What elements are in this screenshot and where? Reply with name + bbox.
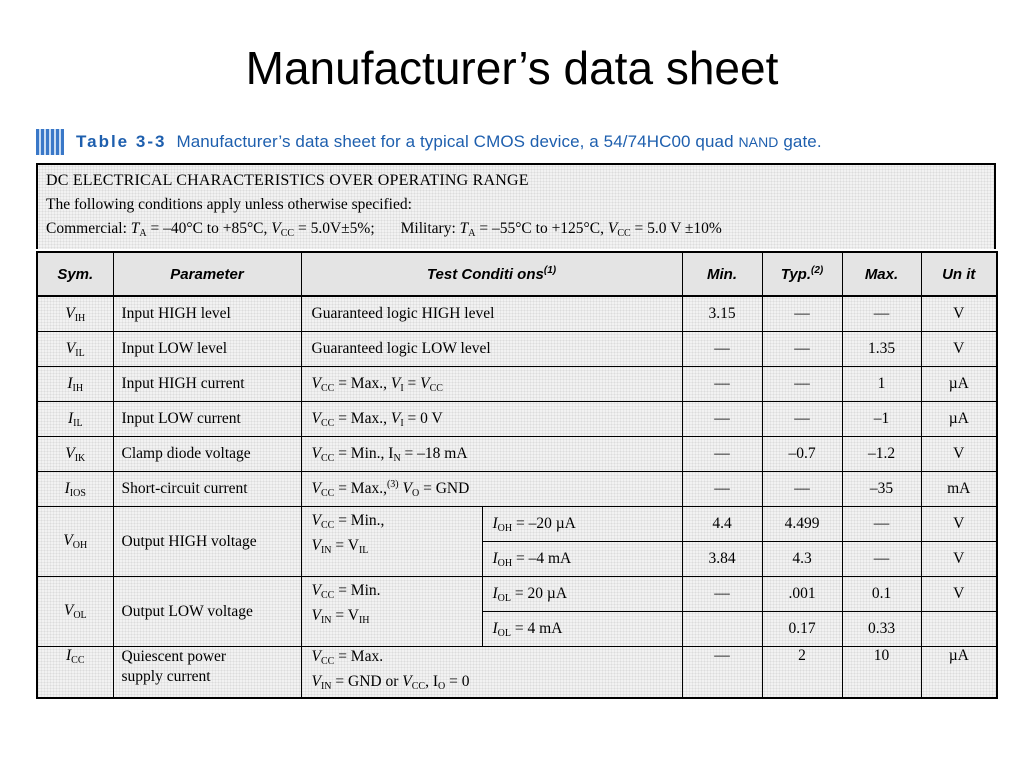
caption-label: Table 3-3 [76, 132, 167, 151]
table-row: VIH Input HIGH level Guaranteed logic HI… [36, 295, 998, 332]
table-row: ICC Quiescent power supply current VCC = … [36, 646, 998, 699]
table-row: VOH Output HIGH voltage VCC = Min., VIN =… [36, 506, 998, 577]
col-min: Min. [681, 251, 763, 297]
table-row: IIOS Short-circuit current VCC = Max.,(3… [36, 471, 998, 507]
col-parameter: Parameter [112, 251, 302, 297]
col-typ: Typ.(2) [761, 251, 843, 297]
col-sym: Sym. [36, 251, 114, 297]
header-line-1: DC ELECTRICAL CHARACTERISTICS OVER OPERA… [46, 172, 529, 189]
table-header-row: Sym. Parameter Test Conditi ons(1) Min. … [36, 251, 998, 297]
col-test-conditions: Test Conditi ons(1) [300, 251, 683, 297]
table-row: IIL Input LOW current VCC = Max., VI = 0… [36, 401, 998, 437]
page-title: Manufacturer’s data sheet [245, 42, 779, 94]
col-unit: Un it [920, 251, 998, 297]
data-sheet-table: Sym. Parameter Test Conditi ons(1) Min. … [36, 251, 998, 699]
caption-marker-icon [36, 129, 64, 155]
table-row: IOL = 4 mA 0.17 0.33 [37, 611, 998, 647]
table-row: VIK Clamp diode voltage VCC = Min., IN =… [36, 436, 998, 472]
header-line-3: Commercial: TA = –40°C to +85°C, VCC = 5… [46, 220, 722, 239]
table-row: VIL Input LOW level Guaranteed logic LOW… [36, 331, 998, 367]
conditions-header: DC ELECTRICAL CHARACTERISTICS OVER OPERA… [36, 163, 996, 249]
caption-text: Manufacturer’s data sheet for a typical … [176, 132, 822, 151]
header-line-2: The following conditions apply unless ot… [46, 196, 412, 213]
table-row: IIH Input HIGH current VCC = Max., VI = … [36, 366, 998, 402]
table-row: VOL Output LOW voltage VCC = Min. VIN = V… [36, 576, 998, 647]
table-row: IOH = –4 mA 3.84 4.3 — V [37, 541, 998, 577]
col-max: Max. [841, 251, 922, 297]
table-caption: Table 3-3 Manufacturer’s data sheet for … [36, 128, 1006, 156]
